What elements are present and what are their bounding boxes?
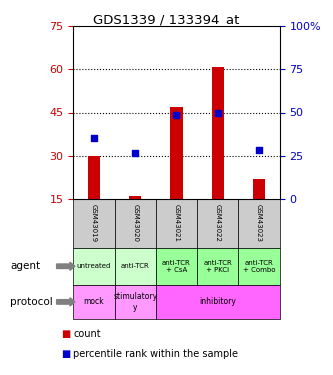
Text: untreated: untreated [77, 263, 111, 269]
Text: GDS1339 / 133394_at: GDS1339 / 133394_at [93, 13, 240, 26]
Text: ■: ■ [61, 350, 70, 359]
Bar [73, 285, 115, 319]
Bar [170, 107, 183, 199]
Text: protocol: protocol [10, 297, 53, 307]
Bar [115, 248, 156, 285]
Point [133, 150, 138, 156]
Bar [156, 248, 197, 285]
Point [215, 110, 220, 116]
Bar [115, 285, 156, 319]
Text: GSM43020: GSM43020 [132, 204, 138, 242]
Text: anti-TCR
+ Combo: anti-TCR + Combo [243, 260, 275, 273]
Bar [238, 248, 280, 285]
Bar [238, 199, 280, 248]
Bar [197, 199, 238, 248]
Text: anti-TCR
+ CsA: anti-TCR + CsA [162, 260, 191, 273]
Text: percentile rank within the sample: percentile rank within the sample [73, 350, 238, 359]
Text: ■: ■ [61, 329, 70, 339]
Text: GSM43022: GSM43022 [215, 204, 221, 242]
Bar [115, 199, 156, 248]
Bar [129, 196, 142, 199]
Text: agent: agent [10, 261, 40, 271]
Text: anti-TCR
+ PKCi: anti-TCR + PKCi [203, 260, 232, 273]
Text: mock: mock [84, 297, 104, 306]
Point [91, 135, 97, 141]
Text: count: count [73, 329, 101, 339]
Bar [156, 285, 280, 319]
Text: anti-TCR: anti-TCR [121, 263, 150, 269]
Bar [253, 178, 265, 199]
Bar [88, 156, 100, 199]
Text: GSM43021: GSM43021 [173, 204, 179, 242]
Bar [73, 248, 115, 285]
Bar [211, 66, 224, 199]
Bar [73, 199, 115, 248]
Text: stimulatory
y: stimulatory y [113, 292, 157, 312]
Point [256, 147, 262, 153]
Point [174, 112, 179, 118]
Bar [197, 248, 238, 285]
Text: inhibitory: inhibitory [199, 297, 236, 306]
Text: GSM43023: GSM43023 [256, 204, 262, 242]
Bar [156, 199, 197, 248]
Text: GSM43019: GSM43019 [91, 204, 97, 242]
